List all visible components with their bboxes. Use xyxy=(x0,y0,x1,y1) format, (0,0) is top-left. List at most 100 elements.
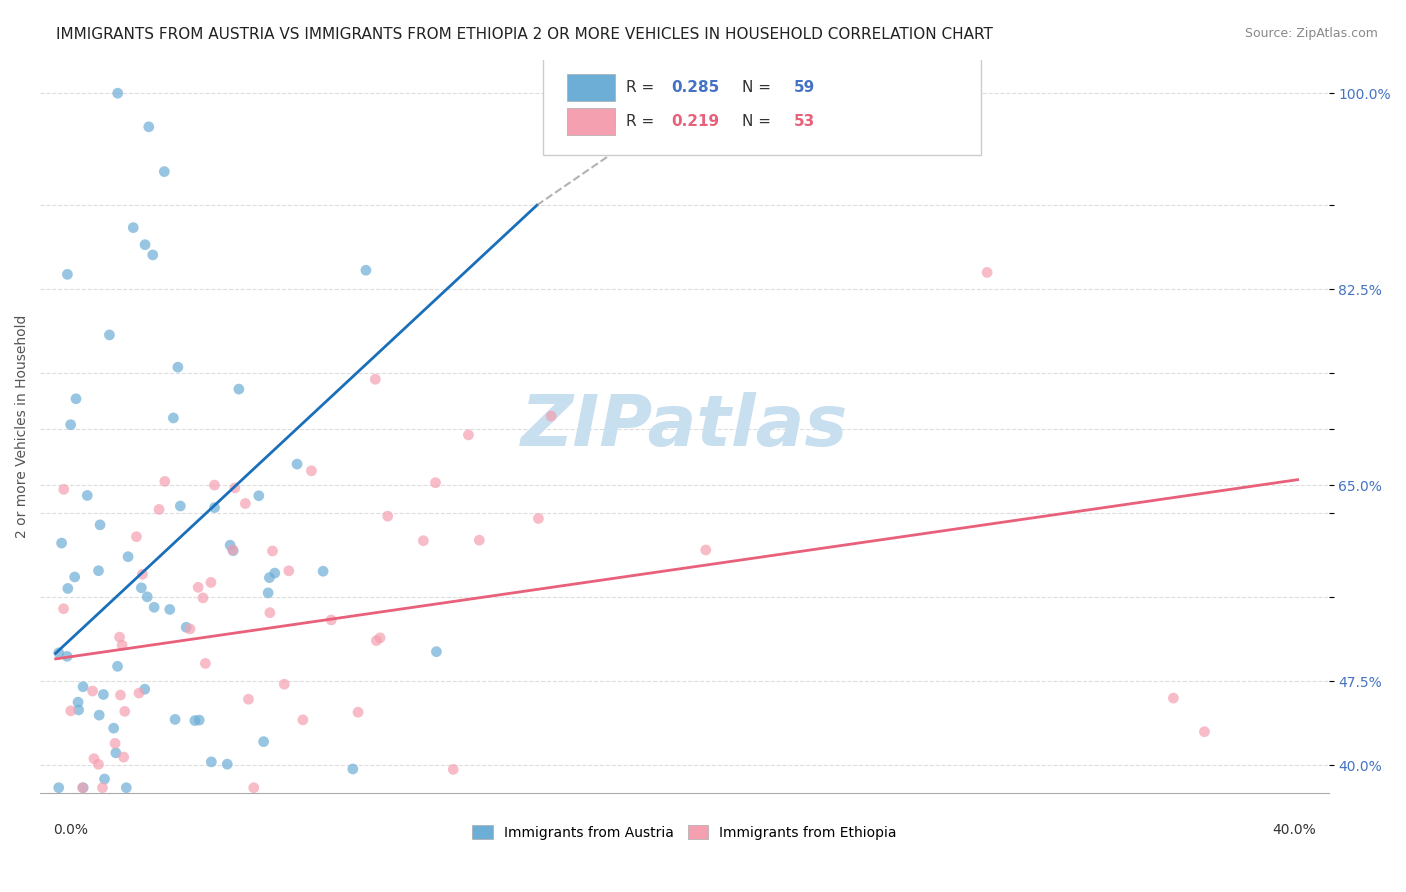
Point xyxy=(83,752,105,766)
Point xyxy=(368,631,391,645)
Point xyxy=(299,464,322,478)
Point xyxy=(89,708,111,723)
Point xyxy=(142,248,165,262)
Point xyxy=(72,780,94,795)
Point xyxy=(131,567,153,582)
Point xyxy=(117,549,139,564)
Text: 59: 59 xyxy=(794,80,815,95)
Point xyxy=(104,746,127,760)
Point xyxy=(457,428,479,442)
FancyBboxPatch shape xyxy=(543,56,981,155)
Point xyxy=(153,475,176,489)
Point xyxy=(82,684,104,698)
Point xyxy=(233,496,256,510)
Text: 0.0%: 0.0% xyxy=(53,822,89,837)
Point xyxy=(187,580,209,594)
Text: ZIPatlas: ZIPatlas xyxy=(520,392,848,461)
Text: 0.285: 0.285 xyxy=(672,80,720,95)
Point xyxy=(110,688,132,702)
Point xyxy=(468,533,491,548)
Point xyxy=(247,489,270,503)
Point xyxy=(111,638,134,652)
Point xyxy=(51,536,73,550)
Point xyxy=(56,268,79,282)
Point xyxy=(259,571,281,585)
Point xyxy=(76,488,98,502)
Point xyxy=(72,780,94,795)
Text: IMMIGRANTS FROM AUSTRIA VS IMMIGRANTS FROM ETHIOPIA 2 OR MORE VEHICLES IN HOUSEH: IMMIGRANTS FROM AUSTRIA VS IMMIGRANTS FR… xyxy=(56,27,993,42)
Point xyxy=(114,704,136,718)
Point xyxy=(93,772,115,786)
Point xyxy=(125,530,148,544)
Point xyxy=(312,564,335,578)
Point xyxy=(143,600,166,615)
Point xyxy=(179,622,201,636)
Point xyxy=(219,538,242,552)
Point xyxy=(188,713,211,727)
FancyBboxPatch shape xyxy=(567,73,614,101)
Point xyxy=(128,686,150,700)
Point xyxy=(347,705,370,719)
Point xyxy=(291,713,314,727)
Point xyxy=(107,86,129,100)
Point xyxy=(108,630,131,644)
Point xyxy=(224,481,246,495)
Point xyxy=(273,677,295,691)
Point xyxy=(63,570,86,584)
Point xyxy=(366,633,388,648)
Point xyxy=(364,372,387,386)
Point xyxy=(98,327,121,342)
Point xyxy=(976,265,998,279)
Point xyxy=(65,392,87,406)
Point xyxy=(354,263,377,277)
Point xyxy=(122,220,145,235)
Point xyxy=(165,713,187,727)
Point xyxy=(87,757,110,772)
Point xyxy=(263,566,285,581)
Text: Source: ZipAtlas.com: Source: ZipAtlas.com xyxy=(1244,27,1378,40)
Text: N =: N = xyxy=(742,80,776,95)
Point xyxy=(67,695,90,709)
Point xyxy=(222,543,245,558)
Point xyxy=(217,757,239,772)
Point xyxy=(695,543,717,558)
Point xyxy=(115,780,138,795)
Point xyxy=(262,544,284,558)
Point xyxy=(1194,724,1216,739)
Point xyxy=(104,736,127,750)
Point xyxy=(204,478,226,492)
Point xyxy=(162,411,184,425)
Point xyxy=(222,543,245,558)
Point xyxy=(56,649,79,664)
Point xyxy=(204,500,226,515)
Point xyxy=(112,750,135,764)
Point xyxy=(148,502,170,516)
Point xyxy=(159,602,181,616)
Point xyxy=(48,780,70,795)
Point xyxy=(425,475,447,490)
Text: 40.0%: 40.0% xyxy=(1272,822,1316,837)
Text: 53: 53 xyxy=(794,114,815,129)
Point xyxy=(174,620,197,634)
Point xyxy=(169,499,191,513)
Point xyxy=(342,762,364,776)
Point xyxy=(87,564,110,578)
Point xyxy=(134,237,156,252)
Point xyxy=(91,780,114,795)
Point xyxy=(52,601,75,615)
Text: R =: R = xyxy=(627,114,659,129)
Point xyxy=(259,606,281,620)
Point xyxy=(167,360,190,375)
Point xyxy=(138,120,160,134)
Point xyxy=(441,763,464,777)
Point xyxy=(52,483,75,497)
Point xyxy=(540,409,562,424)
Y-axis label: 2 or more Vehicles in Household: 2 or more Vehicles in Household xyxy=(15,315,30,538)
Point xyxy=(242,780,264,795)
Point xyxy=(412,533,434,548)
Point xyxy=(285,457,308,471)
Point xyxy=(200,755,222,769)
Point xyxy=(321,613,343,627)
Point xyxy=(377,509,399,524)
Point xyxy=(252,734,274,748)
